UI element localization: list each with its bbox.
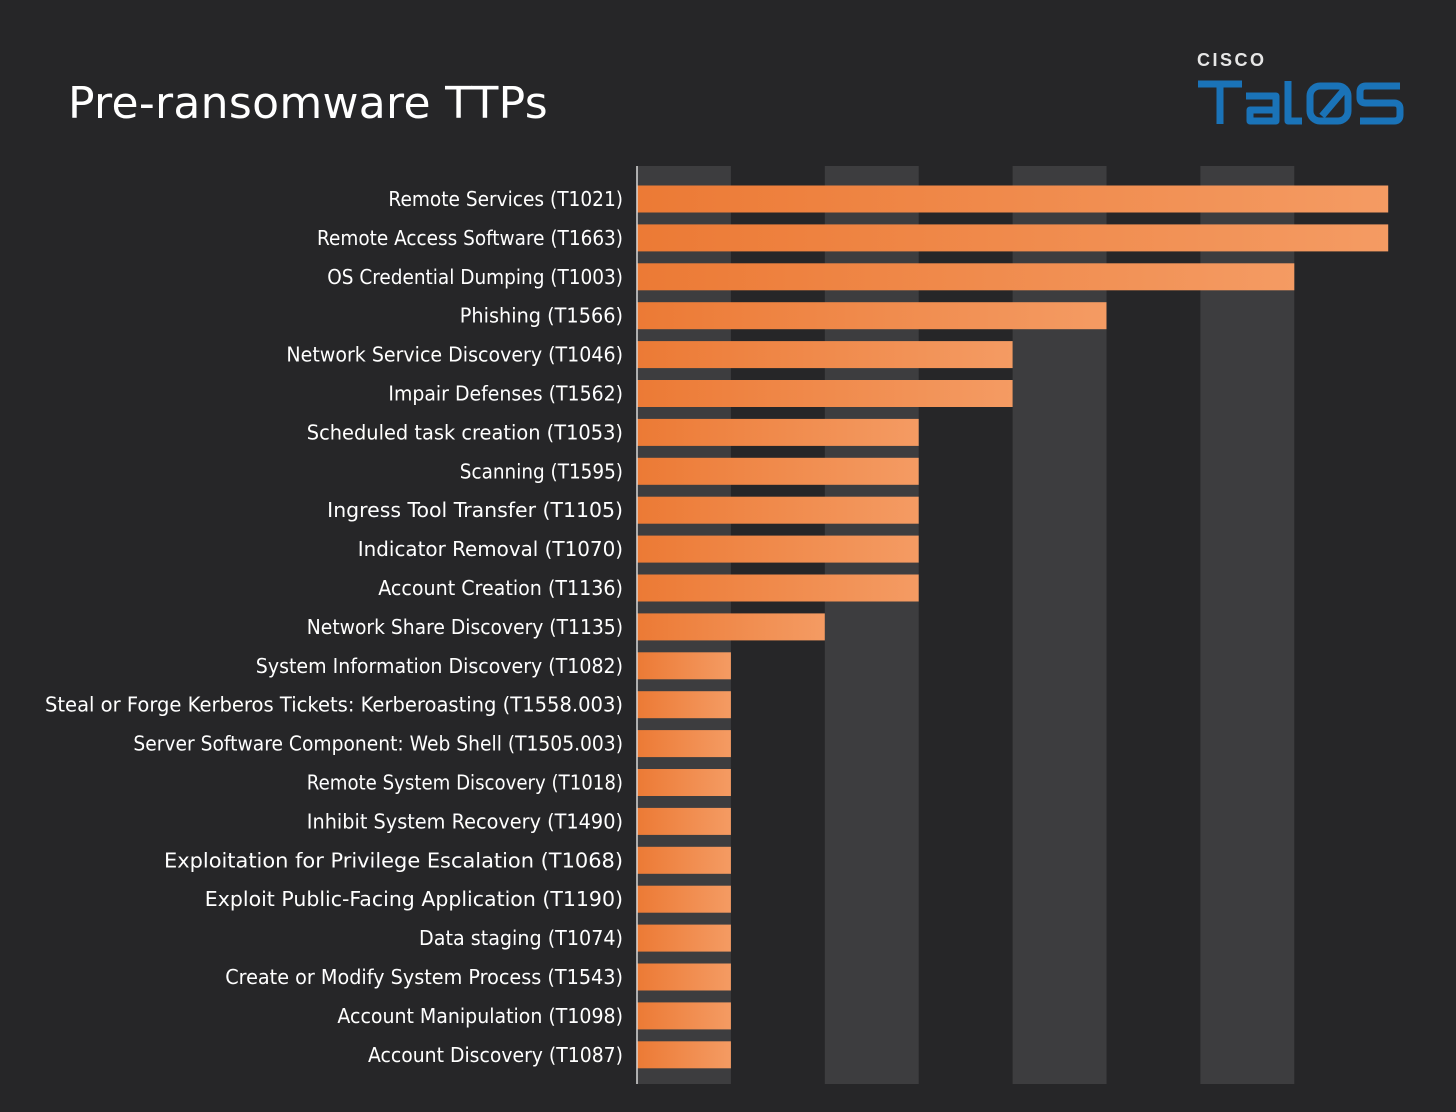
bar: [637, 574, 919, 602]
bar: [637, 691, 731, 719]
bar: [637, 224, 1389, 252]
category-label: Account Creation (T1136): [378, 576, 623, 600]
category-label: Network Share Discovery (T1135): [307, 615, 623, 639]
bar: [637, 963, 731, 991]
category-labels: Remote Services (T1021) Remote Access Sof…: [45, 187, 623, 1067]
bar: [637, 302, 1107, 330]
bar: [637, 885, 731, 913]
bar: [637, 185, 1389, 213]
category-label: Account Manipulation (T1098): [337, 1004, 623, 1028]
bar: [637, 457, 919, 485]
bars: [637, 185, 1389, 1069]
category-label: Remote Access Software (T1663): [317, 226, 623, 250]
bar: [637, 652, 731, 680]
grid-band: [1200, 166, 1295, 1084]
bar: [637, 807, 731, 835]
category-label: Impair Defenses (T1562): [388, 382, 623, 406]
category-label: Create or Modify System Process (T1543): [225, 965, 623, 989]
category-label: Exploitation for Privilege Escalation (T…: [164, 848, 623, 872]
bar: [637, 1002, 731, 1030]
category-label: Inhibit System Recovery (T1490): [307, 809, 623, 833]
category-label: OS Credential Dumping (T1003): [327, 265, 623, 289]
bar: [637, 924, 731, 952]
category-label: Server Software Component: Web Shell (T1…: [133, 732, 623, 756]
category-label: Data staging (T1074): [419, 926, 623, 950]
category-label: System Information Discovery (T1082): [256, 654, 623, 678]
category-label: Phishing (T1566): [460, 304, 623, 328]
bar: [637, 341, 1013, 369]
category-label: Account Discovery (T1087): [368, 1043, 623, 1067]
bar: [637, 263, 1295, 291]
category-label: Scanning (T1595): [460, 459, 623, 483]
bar: [637, 380, 1013, 407]
category-label: Remote Services (T1021): [388, 187, 623, 211]
bar: [637, 535, 919, 563]
bar: [637, 1041, 731, 1069]
category-label: Network Service Discovery (T1046): [286, 343, 623, 367]
category-label: Remote System Discovery (T1018): [307, 771, 623, 795]
category-label: Indicator Removal (T1070): [358, 537, 623, 561]
bar: [637, 496, 919, 524]
bar: [637, 846, 731, 874]
category-label: Steal or Forge Kerberos Tickets: Kerbero…: [45, 693, 623, 717]
category-label: Scheduled task creation (T1053): [307, 420, 623, 444]
page-title: Pre-ransomware TTPs: [68, 78, 548, 129]
category-label: Exploit Public-Facing Application (T1190…: [205, 887, 623, 911]
bar: [637, 613, 825, 641]
talos-logo-icon: [1198, 80, 1404, 125]
logo-company: CISCO: [1197, 50, 1267, 70]
bar: [637, 730, 731, 758]
bar: [637, 418, 919, 446]
category-label: Ingress Tool Transfer (T1105): [327, 498, 623, 522]
cisco-talos-logo: CISCO: [1194, 50, 1406, 130]
bar: [637, 769, 731, 796]
